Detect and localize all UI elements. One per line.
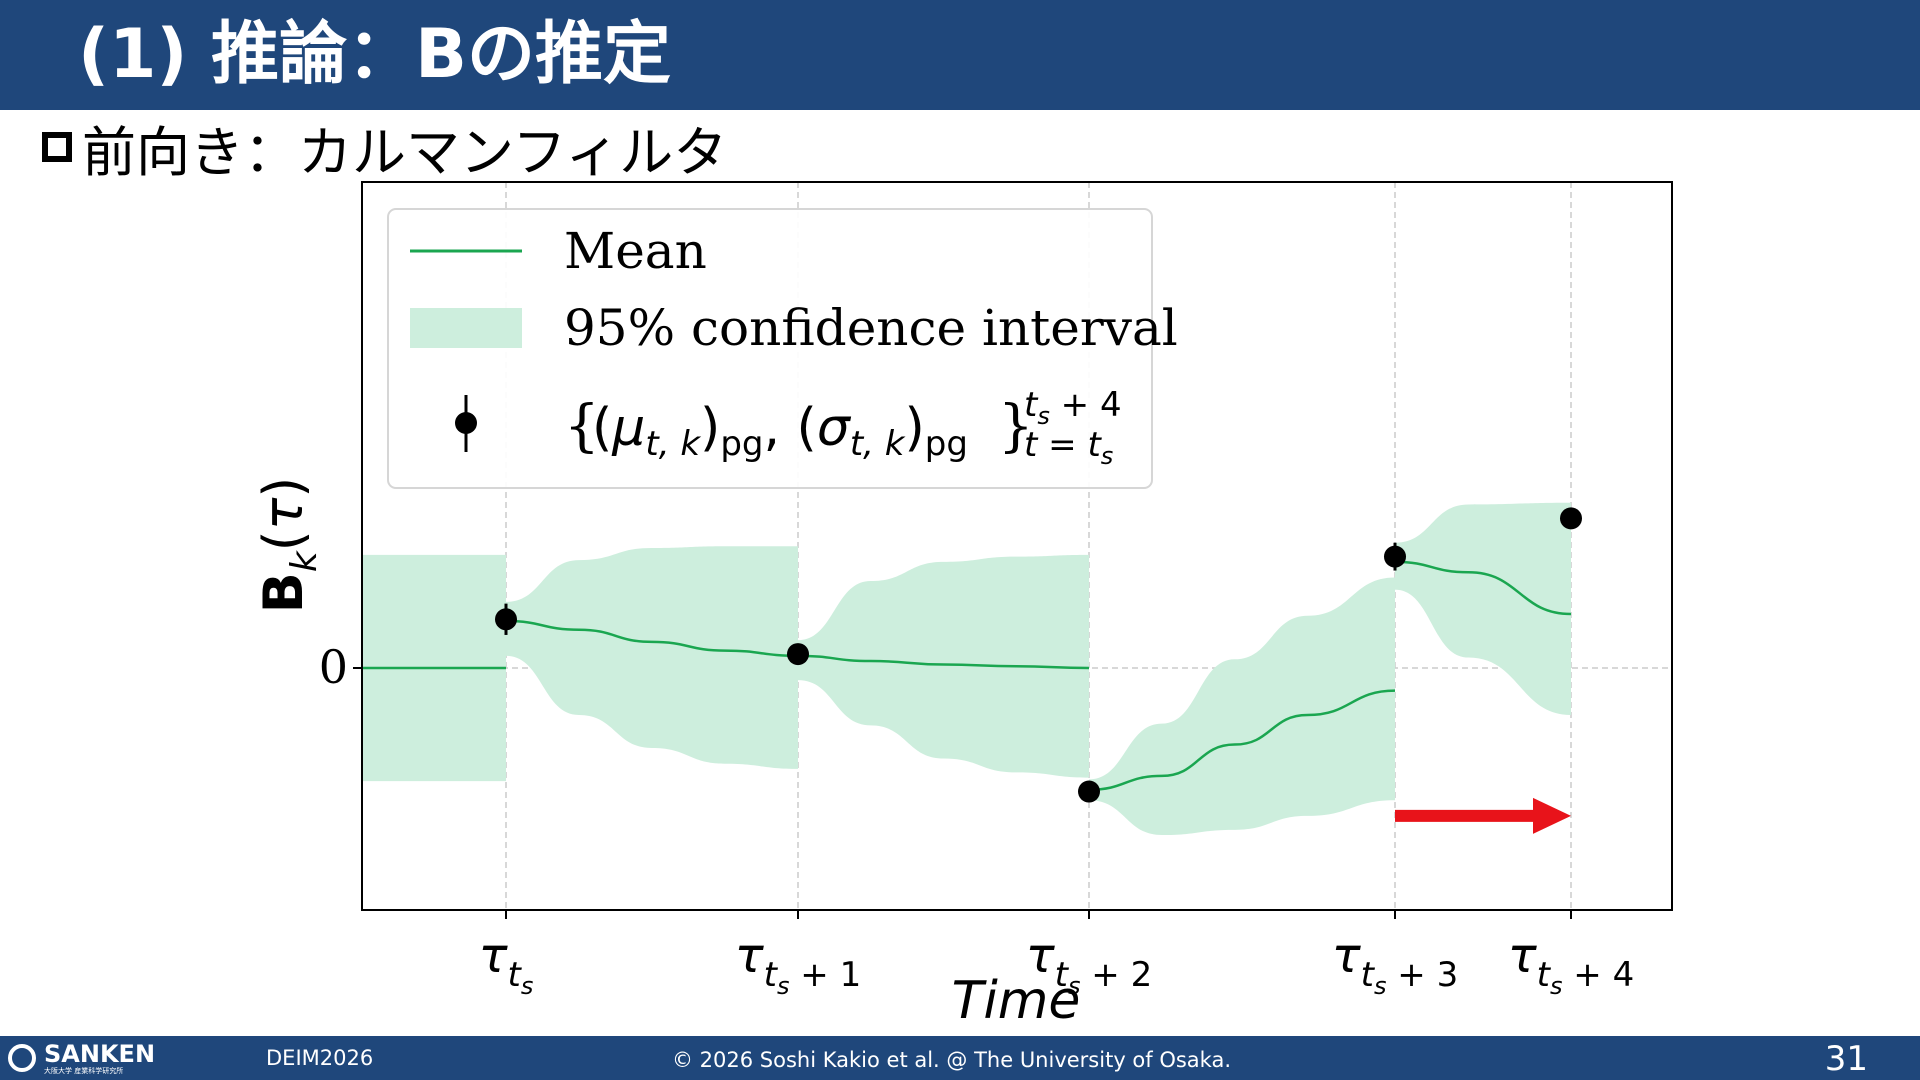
mean-line-segment-2 (1088, 689, 1396, 792)
ci-band-segment-3 (1089, 577, 1395, 836)
kalman-filter-chart: τts τts + 1 τts + 2 τts + 3 τts + 4 0 Bk(τ) T… (252, 181, 1673, 1030)
plot-frame (361, 181, 1673, 911)
observation-points (495, 507, 1582, 803)
svg-text:t = ts: t = ts (1024, 425, 1113, 470)
x-tick-label-0: τts (479, 928, 534, 1000)
legend-obs-marker (455, 412, 477, 434)
obs-point-0 (495, 608, 517, 631)
time-arrow (1395, 797, 1571, 834)
obs-point-4 (1560, 507, 1582, 530)
arrow-head (1533, 797, 1571, 834)
legend-ci-swatch (410, 308, 522, 348)
copyright-text: © 2026 Soshi Kakio et al. @ The Universi… (672, 1048, 1232, 1072)
y-tick-label-0: 0 (319, 640, 348, 694)
legend: Mean 95% confidence interval { (μt, k)pg… (387, 208, 1178, 489)
y-axis-label: Bk(τ) (252, 477, 325, 614)
obs-point-1 (787, 643, 809, 666)
page-number: 31 (1824, 1039, 1868, 1079)
confidence-band (362, 502, 1571, 836)
legend-mean-label: Mean (564, 222, 707, 280)
axis-ticks: τts τts + 1 τts + 2 τts + 3 τts + 4 0 (319, 640, 1635, 1000)
x-tick-label-3: τts + 3 (1332, 928, 1459, 1000)
mean-line-segment-3 (1394, 560, 1572, 616)
subtitle-row: 前向き：カルマンフィルタ (42, 112, 727, 184)
slide-title: (1) 推論：Bの推定 (78, 15, 671, 94)
svg-text:{: { (564, 394, 600, 459)
ci-band-segment-4 (1395, 502, 1571, 715)
sanken-logo: SANKEN 大阪大学 産業科学研究所 (8, 1040, 168, 1078)
logo-text: SANKEN (44, 1040, 156, 1068)
title-bar: (1) 推論：Bの推定 (0, 0, 1920, 110)
legend-obs-label: { (μt, k)pg, (σt, k)pg } ts + 4 t = ts (564, 385, 1122, 470)
footer-bar: SANKEN 大阪大学 産業科学研究所 DEIM2026 © 2026 Sosh… (0, 1036, 1920, 1080)
x-axis-label: Time (952, 971, 1081, 1030)
logo-subtext: 大阪大学 産業科学研究所 (44, 1067, 124, 1075)
square-bullet-icon (42, 132, 72, 162)
slide-subtitle: 前向き：カルマンフィルタ (82, 120, 728, 184)
ci-band-segment-2 (798, 554, 1089, 778)
x-tick-label-1: τts + 1 (735, 928, 862, 1000)
obs-point-2 (1078, 780, 1100, 803)
conference-name: DEIM2026 (266, 1046, 374, 1070)
legend-ci-label: 95% confidence interval (564, 299, 1178, 357)
svg-text:}: } (998, 394, 1034, 459)
sanken-logo-icon (8, 1044, 36, 1072)
ci-band-segment-1 (506, 546, 798, 769)
x-tick-label-2: τts + 2 (1026, 928, 1153, 1000)
svg-text:(μt, k)pg, (σt, k)pg: (μt, k)pg, (σt, k)pg (592, 398, 968, 464)
obs-point-3 (1384, 545, 1406, 568)
x-tick-label-4: τts + 4 (1508, 928, 1635, 1000)
